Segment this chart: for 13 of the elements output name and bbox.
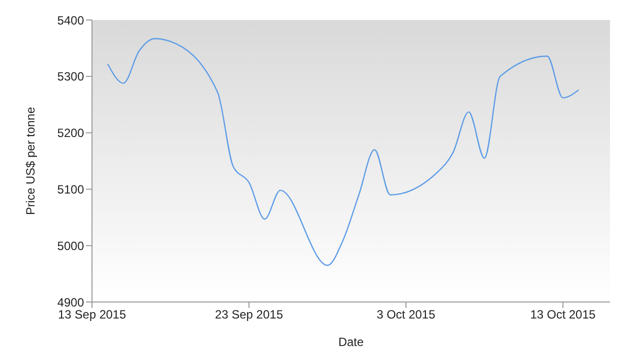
y-tick-label: 5200 (57, 126, 84, 140)
y-tick-label: 4900 (57, 295, 84, 310)
y-tick-label: 5000 (57, 238, 84, 253)
x-tick-label: 23 Sep 2015 (214, 308, 284, 322)
x-tick-label: 13 Sep 2015 (58, 308, 126, 322)
x-axis-title: Date (338, 335, 364, 349)
y-tick-label: 5300 (57, 70, 84, 84)
line-series (107, 38, 580, 266)
y-axis-title: Price US$ per tonne (23, 106, 38, 216)
y-tick-label: 5400 (57, 13, 84, 28)
x-tick-label: 3 Oct 2015 (376, 308, 436, 322)
x-tick-label: 13 Oct 2015 (530, 308, 596, 322)
y-tick-label: 5100 (57, 182, 84, 196)
